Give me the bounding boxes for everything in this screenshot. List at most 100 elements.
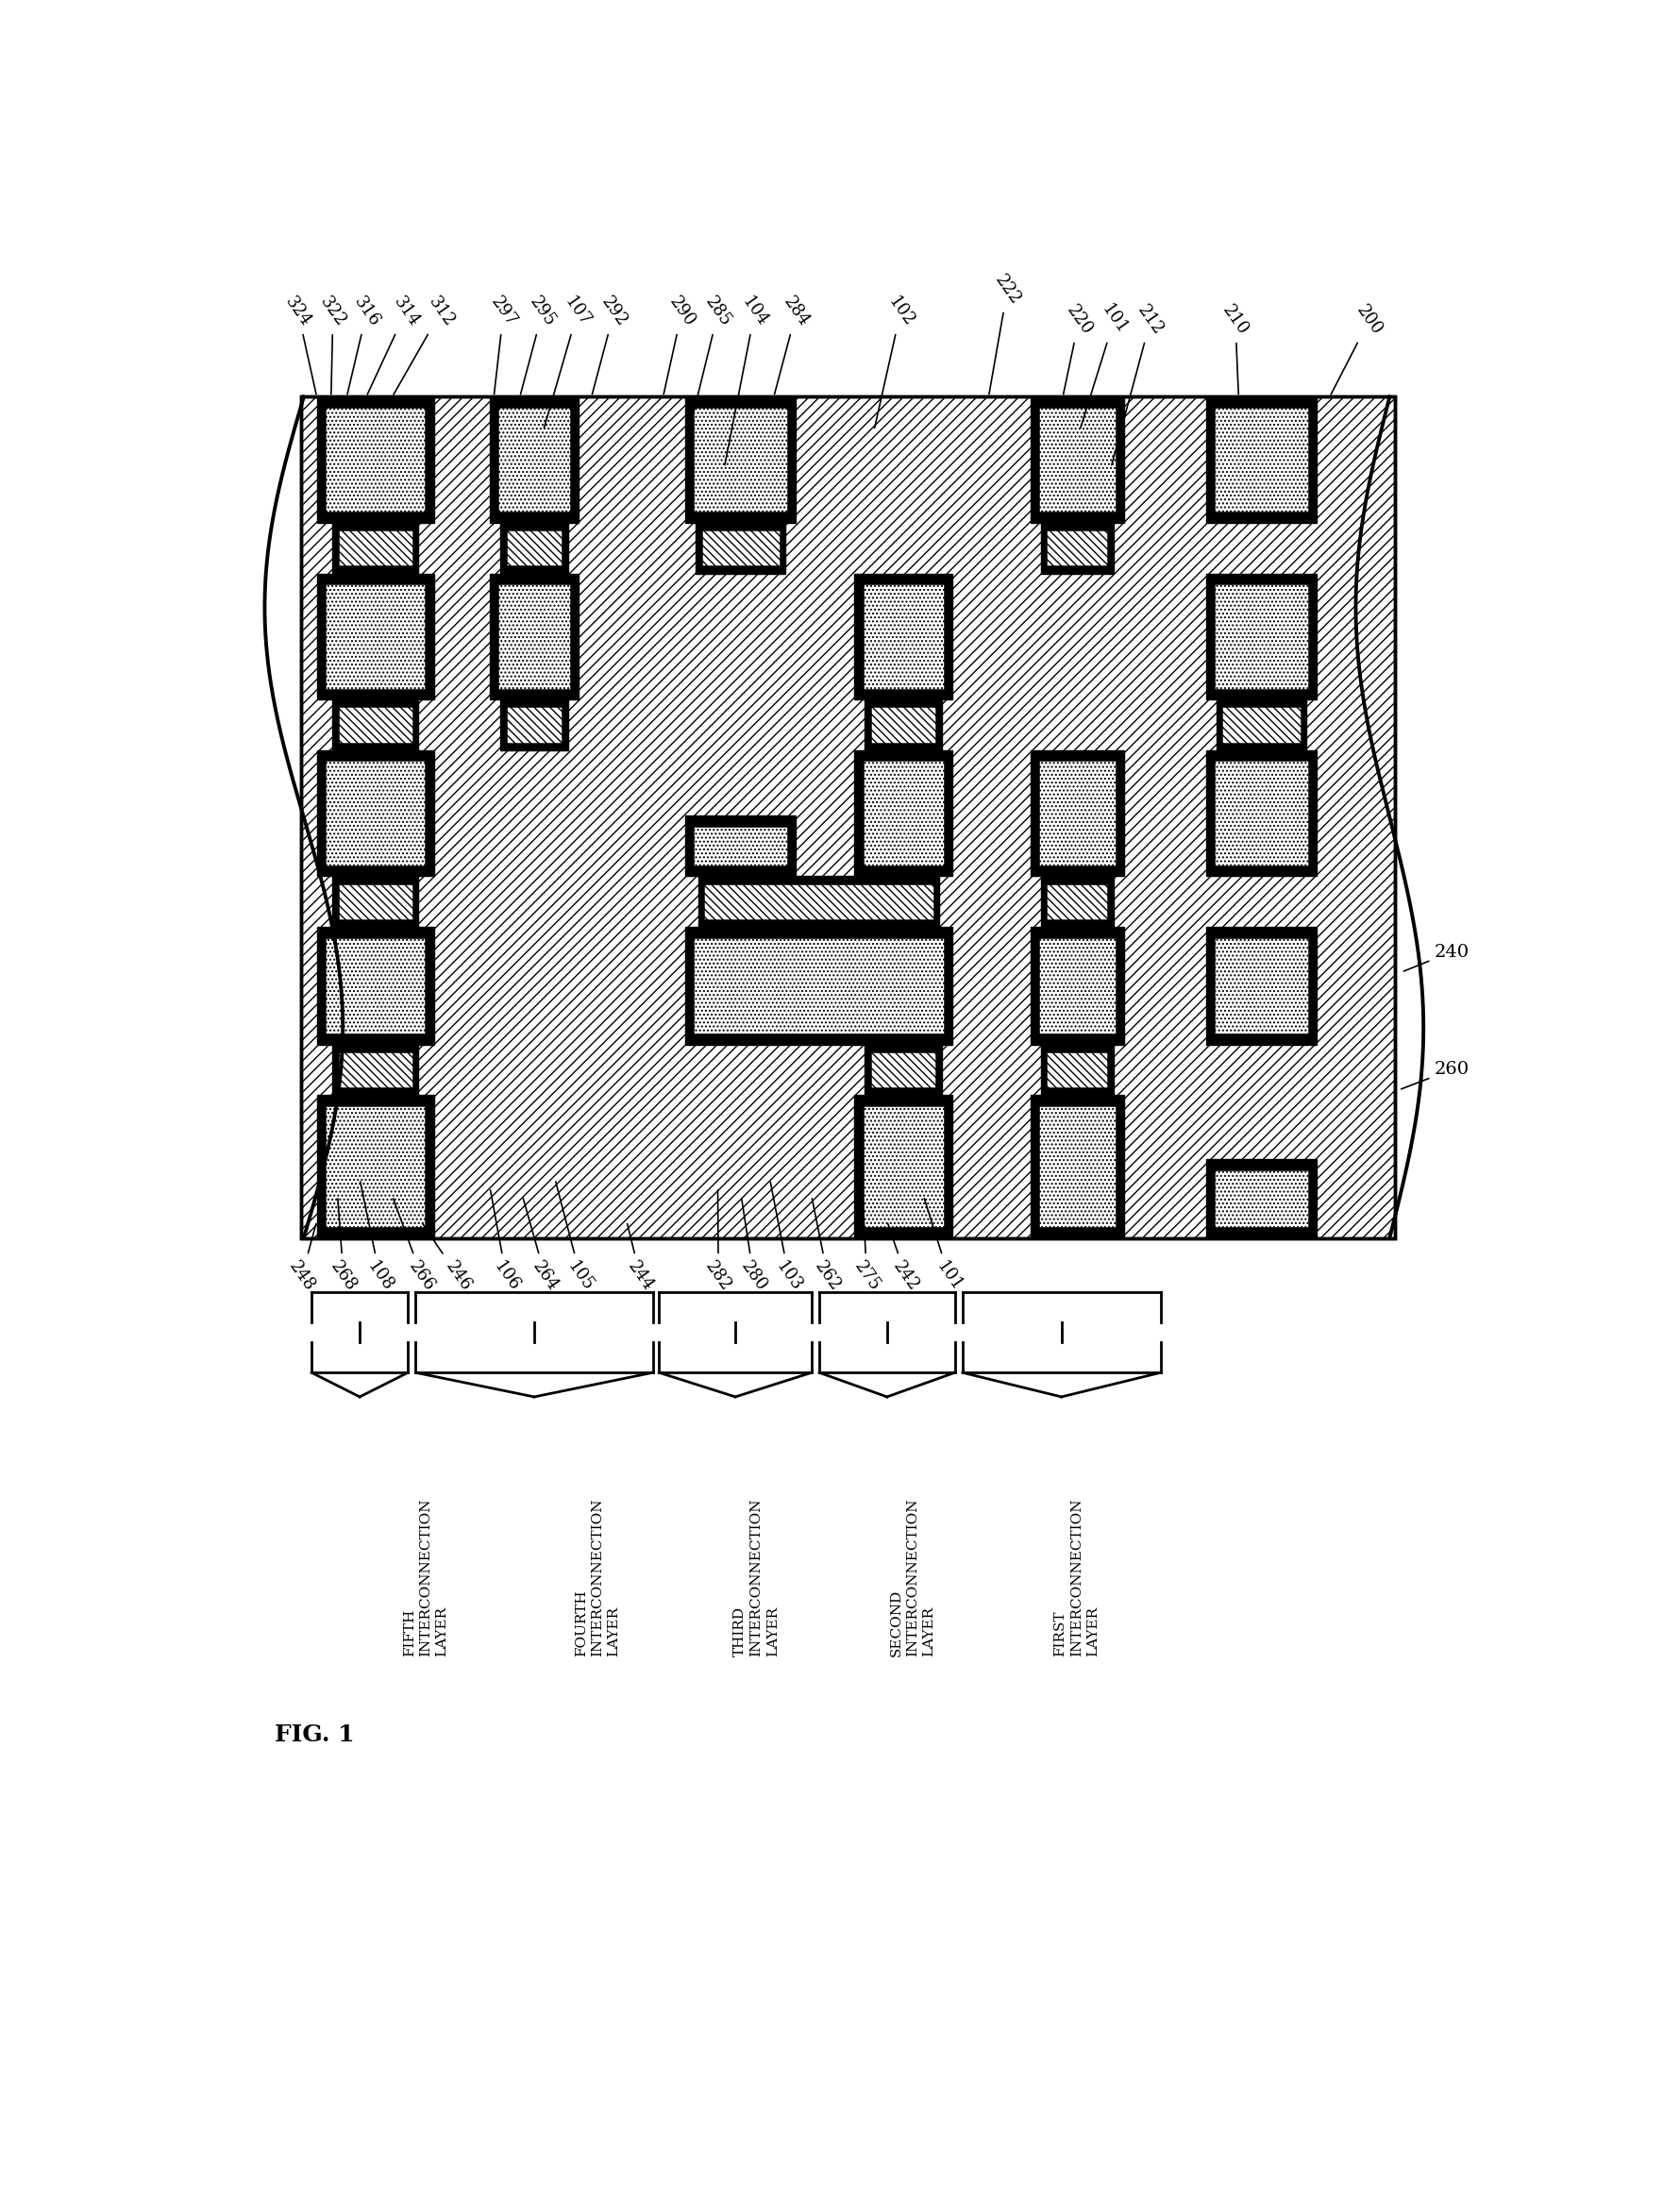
Text: 282: 282 [702,1191,734,1294]
Bar [1038,937,1116,1034]
Bar [1221,706,1300,743]
Text: FOURTH
INTERCONNECTION
LAYER: FOURTH INTERCONNECTION LAYER [575,1499,620,1656]
Text: FIRST
INTERCONNECTION
LAYER: FIRST INTERCONNECTION LAYER [1053,1499,1100,1656]
Text: 312: 312 [393,293,457,395]
Text: 297: 297 [487,293,519,393]
Bar [855,749,953,876]
Text: 264: 264 [522,1200,561,1294]
Text: 108: 108 [360,1182,396,1296]
Bar [704,883,934,920]
Bar [1215,760,1309,865]
Bar [1206,926,1317,1044]
Bar [685,926,953,1044]
Bar [324,760,427,865]
Text: 280: 280 [738,1200,769,1294]
Bar [333,876,418,926]
Bar [1038,1106,1116,1228]
Bar [506,706,563,743]
Text: 268: 268 [328,1200,360,1294]
Bar [1040,1044,1114,1095]
Text: 246: 246 [422,1224,474,1294]
Text: 105: 105 [556,1182,596,1294]
Bar [318,1095,433,1239]
Bar [862,760,944,865]
Bar [333,522,418,572]
Text: FIFTH
INTERCONNECTION
LAYER: FIFTH INTERCONNECTION LAYER [403,1499,449,1656]
Text: 266: 266 [393,1197,438,1294]
Bar [497,583,571,690]
Text: 242: 242 [889,1224,922,1294]
Bar [301,398,1394,1239]
Bar [1206,398,1317,522]
Text: 101: 101 [924,1197,966,1296]
Bar [865,1044,942,1095]
Bar [338,529,413,566]
Bar [491,398,578,522]
Text: 275: 275 [850,1165,884,1294]
Bar [694,406,788,513]
Text: FIG. 1: FIG. 1 [276,1724,354,1746]
Bar [318,398,433,522]
Bar [301,398,1394,1239]
Bar [870,1051,936,1088]
Bar [1030,749,1124,876]
Bar [699,876,939,926]
Bar [491,572,578,699]
Bar [318,926,433,1044]
Bar [497,406,571,513]
Bar [338,1051,413,1088]
Bar [318,749,433,876]
Text: 322: 322 [318,293,349,393]
Text: 262: 262 [811,1200,843,1294]
Text: 240: 240 [1404,944,1468,970]
Bar [1040,876,1114,926]
Text: 220: 220 [1063,302,1095,393]
Text: 285: 285 [690,293,734,428]
Text: 290: 290 [664,293,699,393]
Text: 104: 104 [724,293,771,465]
Text: 248: 248 [286,1224,318,1294]
Bar [862,1106,944,1228]
Text: 324: 324 [282,293,316,393]
Text: SECOND
INTERCONNECTION
LAYER: SECOND INTERCONNECTION LAYER [890,1499,936,1656]
Bar [1038,760,1116,865]
Bar [1215,1169,1309,1228]
Bar [501,522,568,572]
Bar [696,522,786,572]
Bar [1216,699,1307,749]
Bar [694,937,944,1034]
Bar [1215,937,1309,1034]
Bar [1206,749,1317,876]
Bar [333,699,418,749]
Bar [862,583,944,690]
Text: 244: 244 [623,1224,657,1294]
Bar [1047,883,1109,920]
Bar [1030,926,1124,1044]
Bar [694,826,788,865]
Text: 222: 222 [990,271,1023,393]
Bar [1038,406,1116,513]
Bar [865,699,942,749]
Text: 107: 107 [544,293,595,428]
Bar [1215,583,1309,690]
Text: 284: 284 [774,293,813,393]
Bar [1047,529,1109,566]
Bar [324,583,427,690]
Bar [324,937,427,1034]
Bar [685,398,796,522]
Bar [338,706,413,743]
Text: 103: 103 [771,1182,805,1296]
Text: THIRD
INTERCONNECTION
LAYER: THIRD INTERCONNECTION LAYER [734,1499,780,1656]
Bar [1030,1095,1124,1239]
Bar [1215,406,1309,513]
Text: 295: 295 [521,293,559,393]
Bar [1206,572,1317,699]
Bar [1206,1160,1317,1239]
Text: 102: 102 [875,293,917,428]
Bar [501,699,568,749]
Bar [338,883,413,920]
Bar [1040,522,1114,572]
Bar [333,1044,418,1095]
Bar [324,1106,427,1228]
Text: 260: 260 [1401,1062,1468,1088]
